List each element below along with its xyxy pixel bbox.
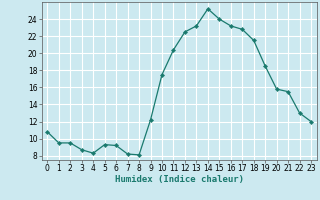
X-axis label: Humidex (Indice chaleur): Humidex (Indice chaleur)	[115, 175, 244, 184]
